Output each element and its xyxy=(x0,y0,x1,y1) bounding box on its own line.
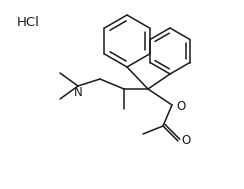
Text: HCl: HCl xyxy=(17,16,40,29)
Text: O: O xyxy=(176,101,186,114)
Text: O: O xyxy=(181,133,191,146)
Text: N: N xyxy=(74,85,82,98)
